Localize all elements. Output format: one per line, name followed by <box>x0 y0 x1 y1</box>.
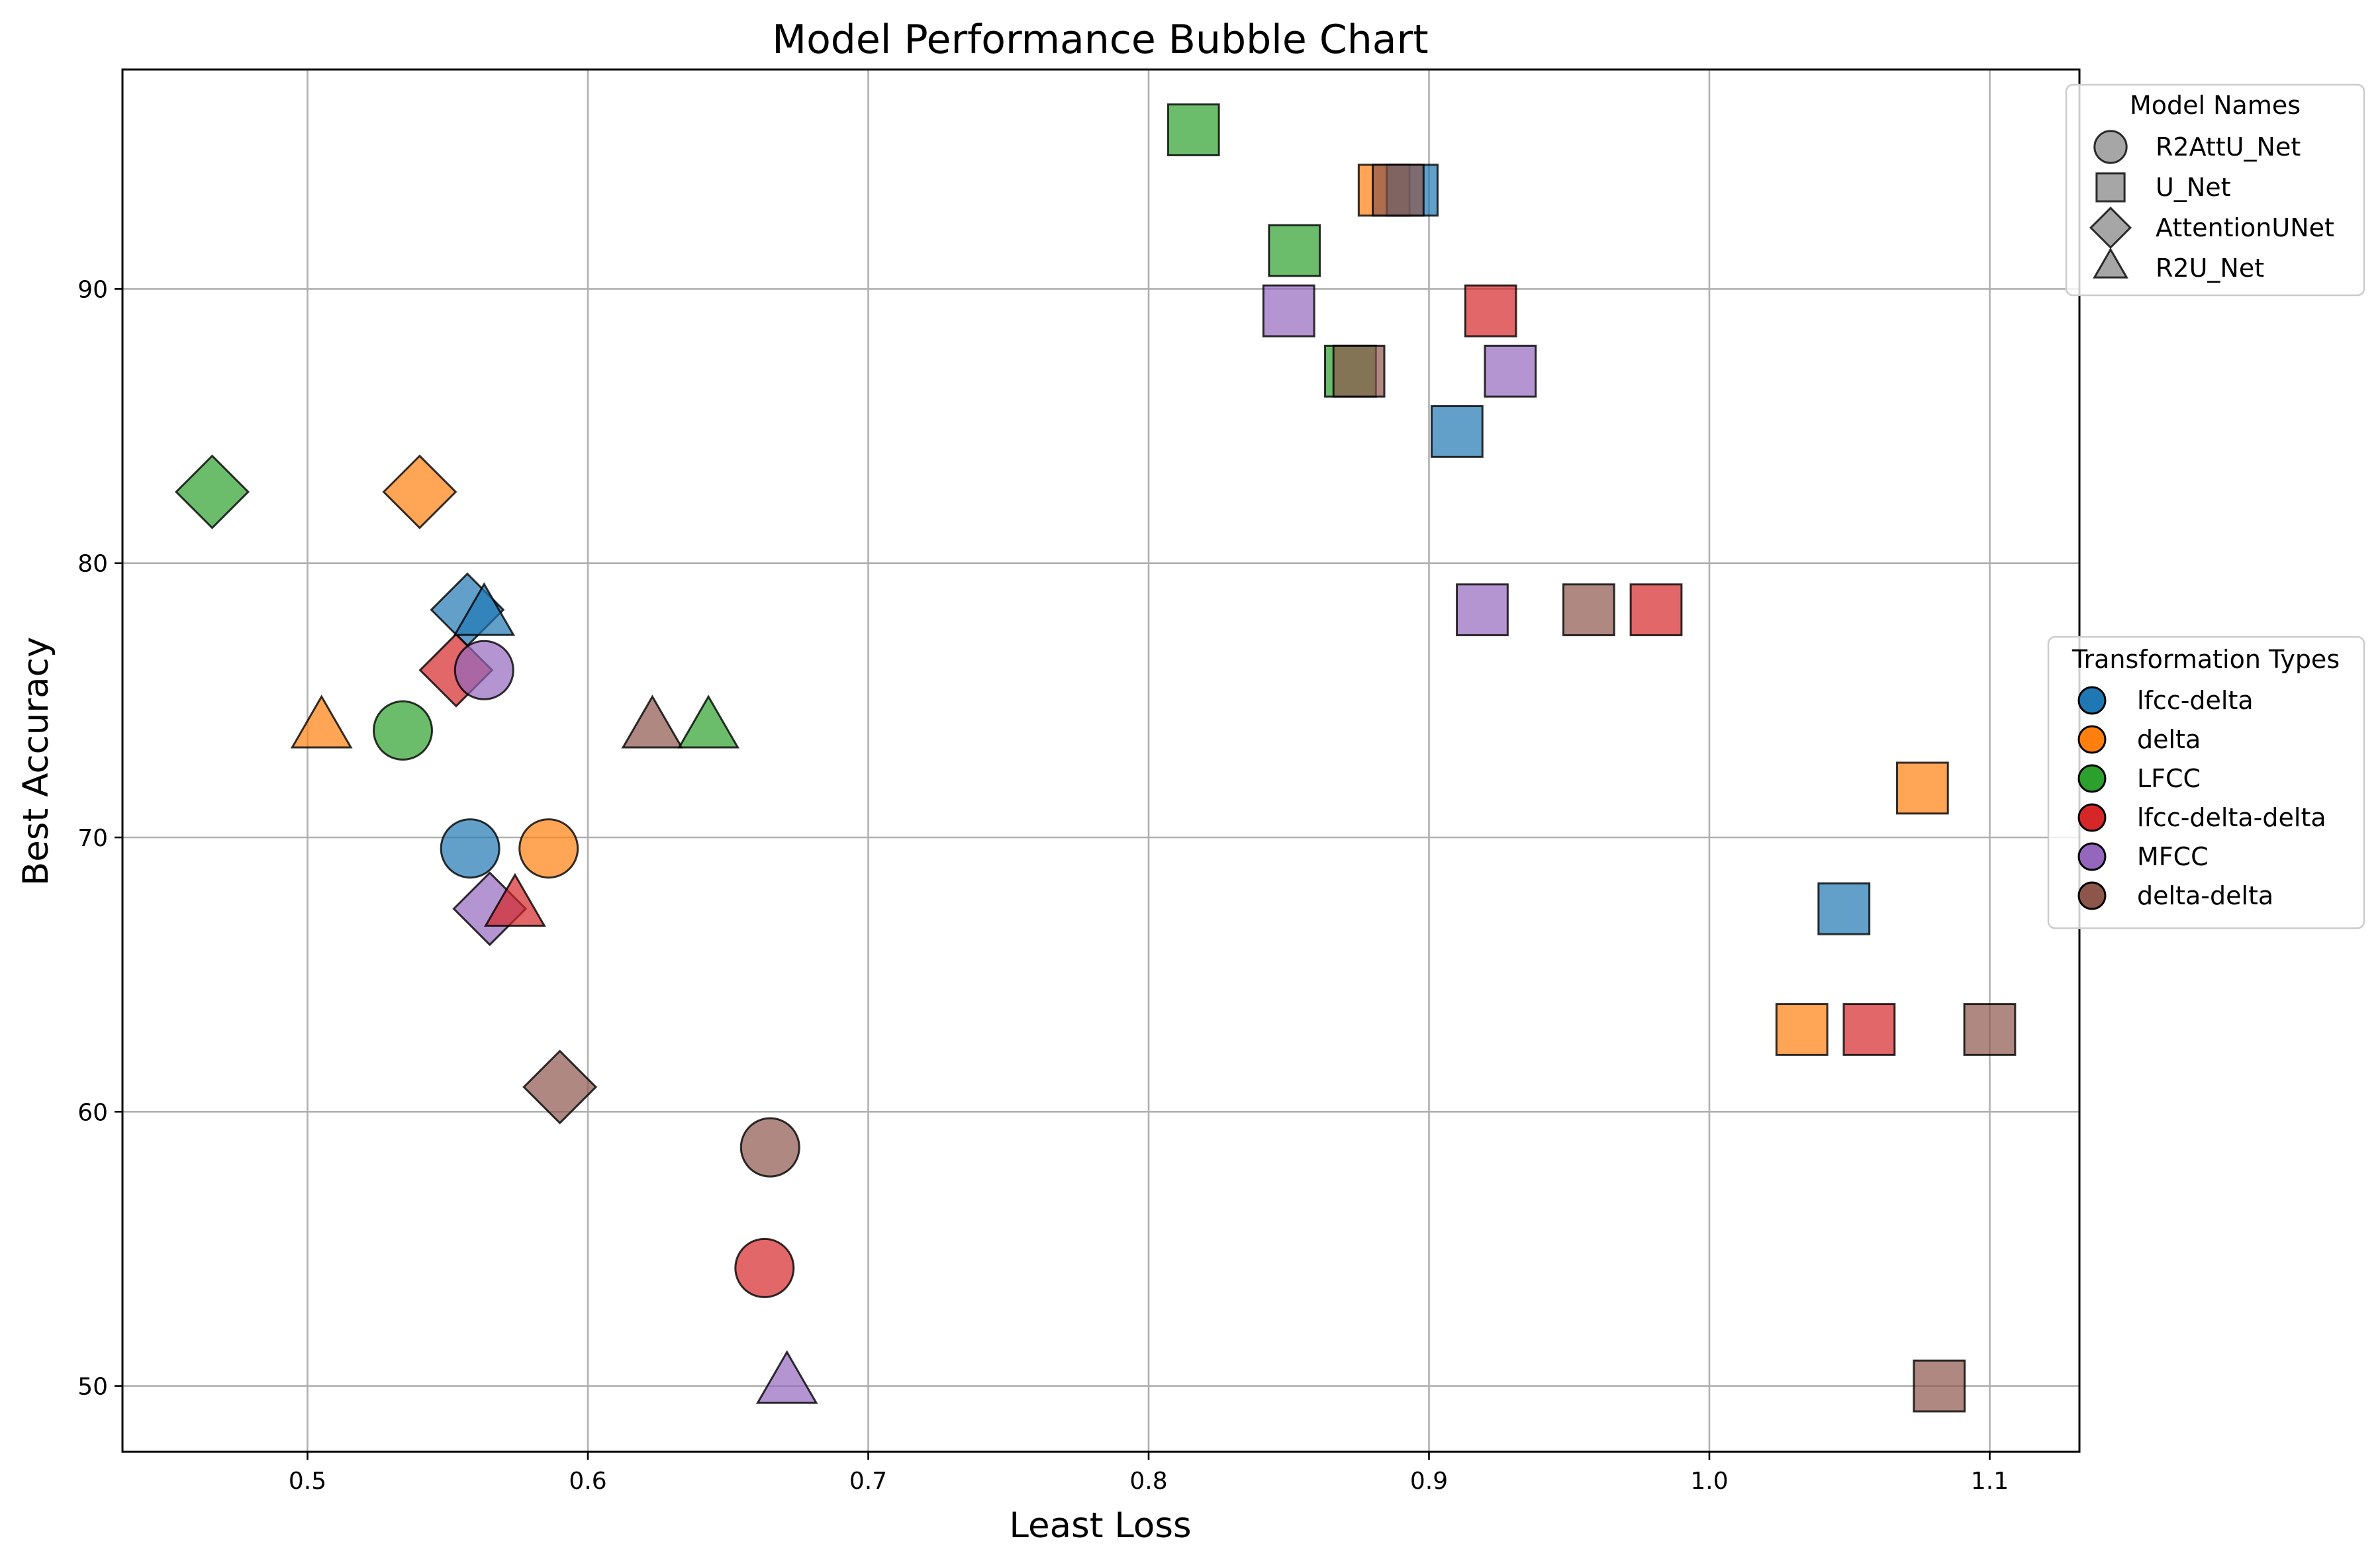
data-point-u-net-lfcc <box>1166 103 1220 157</box>
data-point-u-net-delta-delta <box>1372 164 1425 217</box>
data-point-u-net-delta-delta <box>1332 344 1386 398</box>
data-point-u-net-delta-delta <box>1963 1003 2017 1056</box>
data-point-r2attu-net-delta-delta <box>739 1117 800 1178</box>
legend-model-label: AttentionUNet <box>2156 213 2334 242</box>
legend-model-label: R2U_Net <box>2156 254 2264 283</box>
legend-model-names: Model Names R2AttU_Net U_Net AttentionUNet… <box>2065 83 2365 297</box>
legend-color-circle-icon <box>2077 725 2107 754</box>
y-tick-label: 50 <box>77 1374 108 1401</box>
data-point-r2attu-net-lfcc <box>372 700 433 761</box>
data-point-r2u-net-delta <box>290 694 353 749</box>
legend-color-circle-icon <box>2077 881 2107 910</box>
legend-transformation-types-box <box>2047 636 2365 929</box>
data-point-u-net-lfcc-delta-delta <box>1464 284 1517 338</box>
data-point-r2u-net-lfcc <box>677 694 740 749</box>
legend-color-circle-icon <box>2077 686 2107 715</box>
x-tick-label: 0.5 <box>289 1468 326 1495</box>
y-tick-label: 60 <box>77 1099 108 1126</box>
data-point-attentionunet-delta <box>382 454 457 530</box>
data-point-u-net-delta-delta <box>1562 583 1615 637</box>
x-tick-label: 1.0 <box>1690 1468 1728 1495</box>
legend-color-circle-icon <box>2077 764 2107 793</box>
x-axis-label: Least Loss <box>1009 1505 1191 1546</box>
legend-model-names-box <box>2065 83 2365 297</box>
legend-transform-label: delta-delta <box>2137 881 2273 910</box>
y-tick-label: 70 <box>77 825 108 852</box>
data-point-u-net-mfcc <box>1456 583 1509 637</box>
data-point-attentionunet-lfcc <box>174 454 250 530</box>
data-point-attentionunet-delta-delta <box>522 1049 598 1125</box>
chart-title: Model Performance Bubble Chart <box>772 17 1428 63</box>
x-tick-label: 0.8 <box>1129 1468 1167 1495</box>
legend-transformation-types: Transformation Types lfcc-delta delta LFCC… <box>2047 636 2365 929</box>
data-point-r2u-net-delta-delta <box>621 694 684 749</box>
data-point-r2u-net-lfcc-delta <box>453 582 516 636</box>
data-point-r2attu-net-lfcc-delta-delta <box>734 1237 795 1298</box>
y-axis-label: Best Accuracy <box>16 637 56 886</box>
x-tick-label: 1.1 <box>1971 1468 2009 1495</box>
data-point-u-net-lfcc-delta-delta <box>1629 583 1683 637</box>
data-point-r2u-net-mfcc <box>755 1350 818 1404</box>
legend-square-icon <box>2095 172 2126 203</box>
data-points <box>174 103 2017 1413</box>
x-tick-label: 0.7 <box>849 1468 887 1495</box>
data-point-u-net-lfcc <box>1268 224 1321 277</box>
legend-transform-label: lfcc-delta <box>2137 686 2254 715</box>
data-point-r2attu-net-delta <box>518 818 579 879</box>
legend-model-label: R2AttU_Net <box>2156 132 2301 162</box>
data-point-u-net-delta <box>1775 1003 1829 1056</box>
data-point-u-net-lfcc-delta <box>1430 404 1484 458</box>
legend-transformation-types-title: Transformation Types <box>2071 645 2340 674</box>
legend-model-names-title: Model Names <box>2130 91 2301 120</box>
data-point-u-net-delta-delta <box>1913 1359 1966 1413</box>
x-tick-label: 0.6 <box>569 1468 606 1495</box>
legend-model-label: U_Net <box>2156 173 2231 202</box>
legend-triangle-icon <box>2093 247 2128 279</box>
x-axis-ticks: 0.5 0.6 0.7 0.8 0.9 1.0 1.1 <box>289 1452 2009 1495</box>
legend-circle-icon <box>2093 130 2128 164</box>
grid-lines <box>122 70 2079 1452</box>
data-point-u-net-lfcc-delta-delta <box>1842 1003 1896 1056</box>
legend-transform-label: LFCC <box>2137 764 2201 793</box>
data-point-u-net-lfcc-delta <box>1817 882 1871 935</box>
legend-transform-label: MFCC <box>2137 842 2209 871</box>
legend-color-circle-icon <box>2077 803 2107 832</box>
data-point-u-net-mfcc <box>1484 344 1537 398</box>
data-point-u-net-mfcc <box>1262 284 1315 338</box>
x-tick-label: 0.9 <box>1410 1468 1448 1495</box>
legend-color-circle-icon <box>2077 842 2107 871</box>
legend-transform-label: delta <box>2137 725 2201 754</box>
legend-transform-label: lfcc-delta-delta <box>2137 803 2326 832</box>
data-point-r2attu-net-lfcc-delta <box>440 818 500 879</box>
data-point-r2u-net-lfcc-delta-delta <box>483 873 546 927</box>
data-point-u-net-delta <box>1895 761 1949 815</box>
y-axis-ticks: 50 60 70 80 90 <box>77 276 122 1401</box>
y-tick-label: 80 <box>77 551 108 578</box>
data-point-r2attu-net-mfcc <box>453 640 514 700</box>
y-tick-label: 90 <box>77 276 108 303</box>
